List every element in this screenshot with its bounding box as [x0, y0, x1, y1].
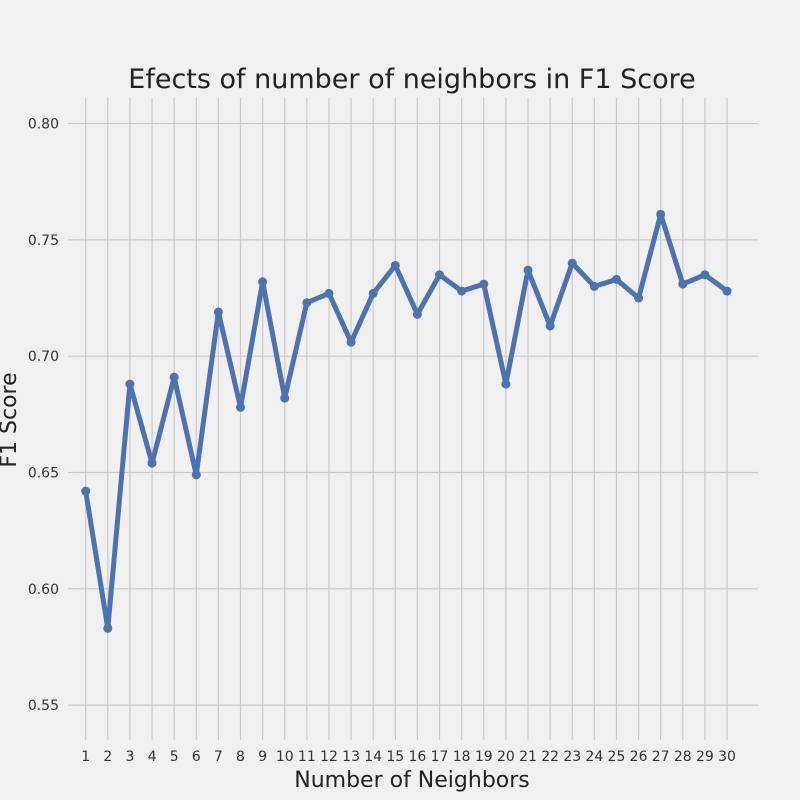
chart-title: Efects of number of neighbors in F1 Scor…	[128, 64, 695, 95]
data-point	[700, 270, 710, 280]
y-tick-label: 0.70	[28, 349, 59, 365]
data-point	[368, 288, 378, 298]
y-axis-label: F1 Score	[0, 372, 22, 467]
data-point	[634, 293, 644, 303]
data-point	[258, 277, 268, 287]
data-point	[390, 260, 400, 270]
y-tick-label: 0.60	[28, 582, 59, 598]
data-point	[191, 470, 201, 480]
x-tick-label: 6	[192, 749, 201, 765]
tick-layer: 1 2 3 4 5 6 7 8 9 10 11 12 13 14 15 16 17 18 19 20 21 22 23 24 2…	[28, 117, 736, 765]
x-tick-label: 11	[298, 749, 316, 765]
data-point	[479, 279, 489, 289]
data-point	[169, 372, 179, 382]
x-tick-label: 29	[696, 749, 714, 765]
data-point	[324, 288, 334, 298]
data-point	[302, 298, 312, 308]
data-point	[103, 623, 113, 633]
x-tick-label: 26	[630, 749, 648, 765]
data-point	[457, 286, 467, 296]
x-tick-label: 28	[674, 749, 692, 765]
y-tick-label: 0.80	[28, 117, 59, 133]
x-tick-label: 2	[103, 749, 112, 765]
x-tick-label: 21	[519, 749, 537, 765]
x-axis-label: Number of Neighbors	[294, 768, 530, 793]
x-tick-label: 14	[364, 749, 382, 765]
x-tick-label: 19	[475, 749, 493, 765]
x-tick-label: 5	[170, 749, 179, 765]
data-point	[236, 402, 245, 412]
x-tick-label: 22	[541, 749, 559, 765]
data-point	[213, 307, 223, 317]
data-point	[125, 379, 135, 389]
y-tick-label: 0.65	[28, 466, 59, 482]
x-tick-label: 13	[342, 749, 360, 765]
x-tick-label: 30	[718, 749, 736, 765]
x-tick-label: 15	[386, 749, 404, 765]
x-tick-label: 3	[125, 749, 134, 765]
data-point	[346, 337, 356, 347]
x-tick-label: 1	[81, 749, 90, 765]
data-point	[678, 279, 688, 289]
data-point	[545, 321, 555, 331]
x-tick-label: 16	[409, 749, 427, 765]
y-tick-label: 0.55	[28, 698, 59, 714]
x-tick-label: 4	[148, 749, 157, 765]
x-tick-label: 10	[276, 749, 294, 765]
data-point	[567, 258, 577, 268]
data-point	[435, 270, 445, 280]
series-layer	[81, 209, 732, 633]
x-tick-label: 27	[652, 749, 670, 765]
data-point	[81, 486, 91, 496]
y-tick-label: 0.75	[28, 233, 59, 249]
x-tick-label: 12	[320, 749, 338, 765]
x-tick-label: 24	[585, 749, 603, 765]
grid-layer	[68, 98, 758, 740]
data-point	[280, 393, 290, 403]
data-point	[147, 458, 157, 468]
data-point	[722, 286, 732, 296]
x-tick-label: 7	[214, 749, 223, 765]
data-point	[412, 309, 422, 319]
series-line	[83, 211, 730, 631]
x-tick-label: 17	[431, 749, 449, 765]
data-point	[611, 274, 621, 284]
x-tick-label: 8	[236, 749, 245, 765]
x-tick-label: 9	[258, 749, 267, 765]
data-point	[656, 209, 666, 219]
data-point	[589, 281, 599, 291]
x-tick-label: 25	[608, 749, 626, 765]
x-tick-label: 23	[563, 749, 581, 765]
data-point	[501, 379, 511, 389]
x-tick-label: 20	[497, 749, 515, 765]
data-point	[523, 265, 533, 275]
x-tick-label: 18	[453, 749, 471, 765]
